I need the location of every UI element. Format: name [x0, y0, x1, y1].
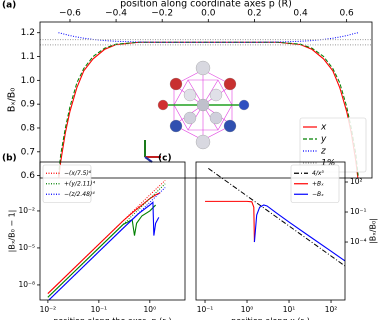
- data-line: [47, 180, 166, 294]
- data-line: [47, 183, 166, 298]
- x-tick-label: 0.0: [201, 9, 216, 19]
- x-tick-label: −0.4: [105, 9, 127, 19]
- x-tick-label: 10⁻¹: [197, 305, 214, 314]
- legend-label: 1%: [321, 159, 335, 169]
- legend-box: [290, 164, 340, 203]
- y-tick-label: 10²: [350, 177, 363, 186]
- y-tick-label: 0.8: [21, 123, 36, 133]
- x-tick-label: −0.2: [151, 9, 173, 19]
- y-tick-label: 1.2: [21, 28, 35, 38]
- x-tick-label: 10²: [325, 305, 338, 314]
- data-line: [208, 167, 345, 267]
- axes-frame: [195, 161, 346, 301]
- data-line: [48, 201, 160, 300]
- plot-area: [205, 167, 345, 267]
- legend-box: [42, 164, 92, 203]
- x-tick-label: 10⁻²: [40, 305, 57, 314]
- data-line: [47, 192, 161, 294]
- data-line: [58, 32, 359, 43]
- axes-frame: [39, 161, 186, 301]
- legend-label: −(z/2.48)⁴: [64, 191, 95, 198]
- legend-label: z: [320, 147, 326, 157]
- molecule-illustration: [144, 60, 250, 163]
- x-tick-label: 10¹: [283, 305, 296, 314]
- panel-label: (b): [2, 154, 17, 164]
- y-tick-label: 10⁻¹: [350, 207, 367, 216]
- y-tick-label: 0.9: [21, 100, 36, 110]
- y-tick-label: 0.6: [21, 171, 36, 181]
- x-tick-label: 0.2: [247, 9, 261, 19]
- x-tick-label: 10⁰: [144, 305, 157, 314]
- legend-label: +Bₓ: [312, 180, 324, 187]
- y-tick-label: 10⁻⁸: [18, 280, 35, 289]
- x-tick-label: 10⁰: [241, 305, 254, 314]
- data-line: [48, 187, 166, 300]
- x-axis-label: position along x (rₛ): [231, 317, 310, 320]
- y-axis-label: Bₓ/B₀: [7, 88, 18, 112]
- y-tick-label: 10⁻²: [18, 206, 35, 215]
- y-axis-label: |Bₓ/B₀ − 1|: [8, 210, 17, 253]
- x-tick-label: 10⁻¹: [91, 305, 108, 314]
- plot-area: [40, 32, 372, 178]
- panel-label: (c): [158, 154, 172, 164]
- legend-label: 4/x³: [312, 170, 324, 177]
- legend-label: −Bₓ: [312, 191, 324, 198]
- legend-label: +(y/2.11)⁴: [64, 180, 96, 187]
- x-tick-label: 0.4: [293, 9, 308, 19]
- data-line: [47, 204, 157, 298]
- y-axis-label: |Bₓ/B₀|: [369, 218, 378, 244]
- panel-label: (a): [2, 1, 16, 11]
- x-axis-label: position along coordinate axes p (R): [120, 0, 292, 10]
- data-line: [205, 200, 255, 243]
- x-tick-label: 0.6: [339, 9, 354, 19]
- y-tick-label: 10⁻⁵: [18, 243, 35, 252]
- y-tick-label: 1.0: [21, 76, 36, 86]
- legend-label: −(x/7.5)⁶: [64, 170, 92, 177]
- legend-label: x: [320, 123, 327, 133]
- axes-frame: [39, 21, 373, 179]
- x-axis-label: position along the axes, p (rₛ): [53, 317, 171, 320]
- y-tick-label: 1.1: [21, 52, 35, 62]
- plot-area: [47, 180, 166, 300]
- data-line: [253, 204, 345, 262]
- legend-label: y: [320, 135, 327, 145]
- y-tick-label: 0.7: [21, 147, 35, 157]
- x-tick-label: −0.6: [59, 9, 81, 19]
- y-tick-label: 10⁻⁴: [350, 237, 367, 246]
- data-line: [57, 41, 359, 176]
